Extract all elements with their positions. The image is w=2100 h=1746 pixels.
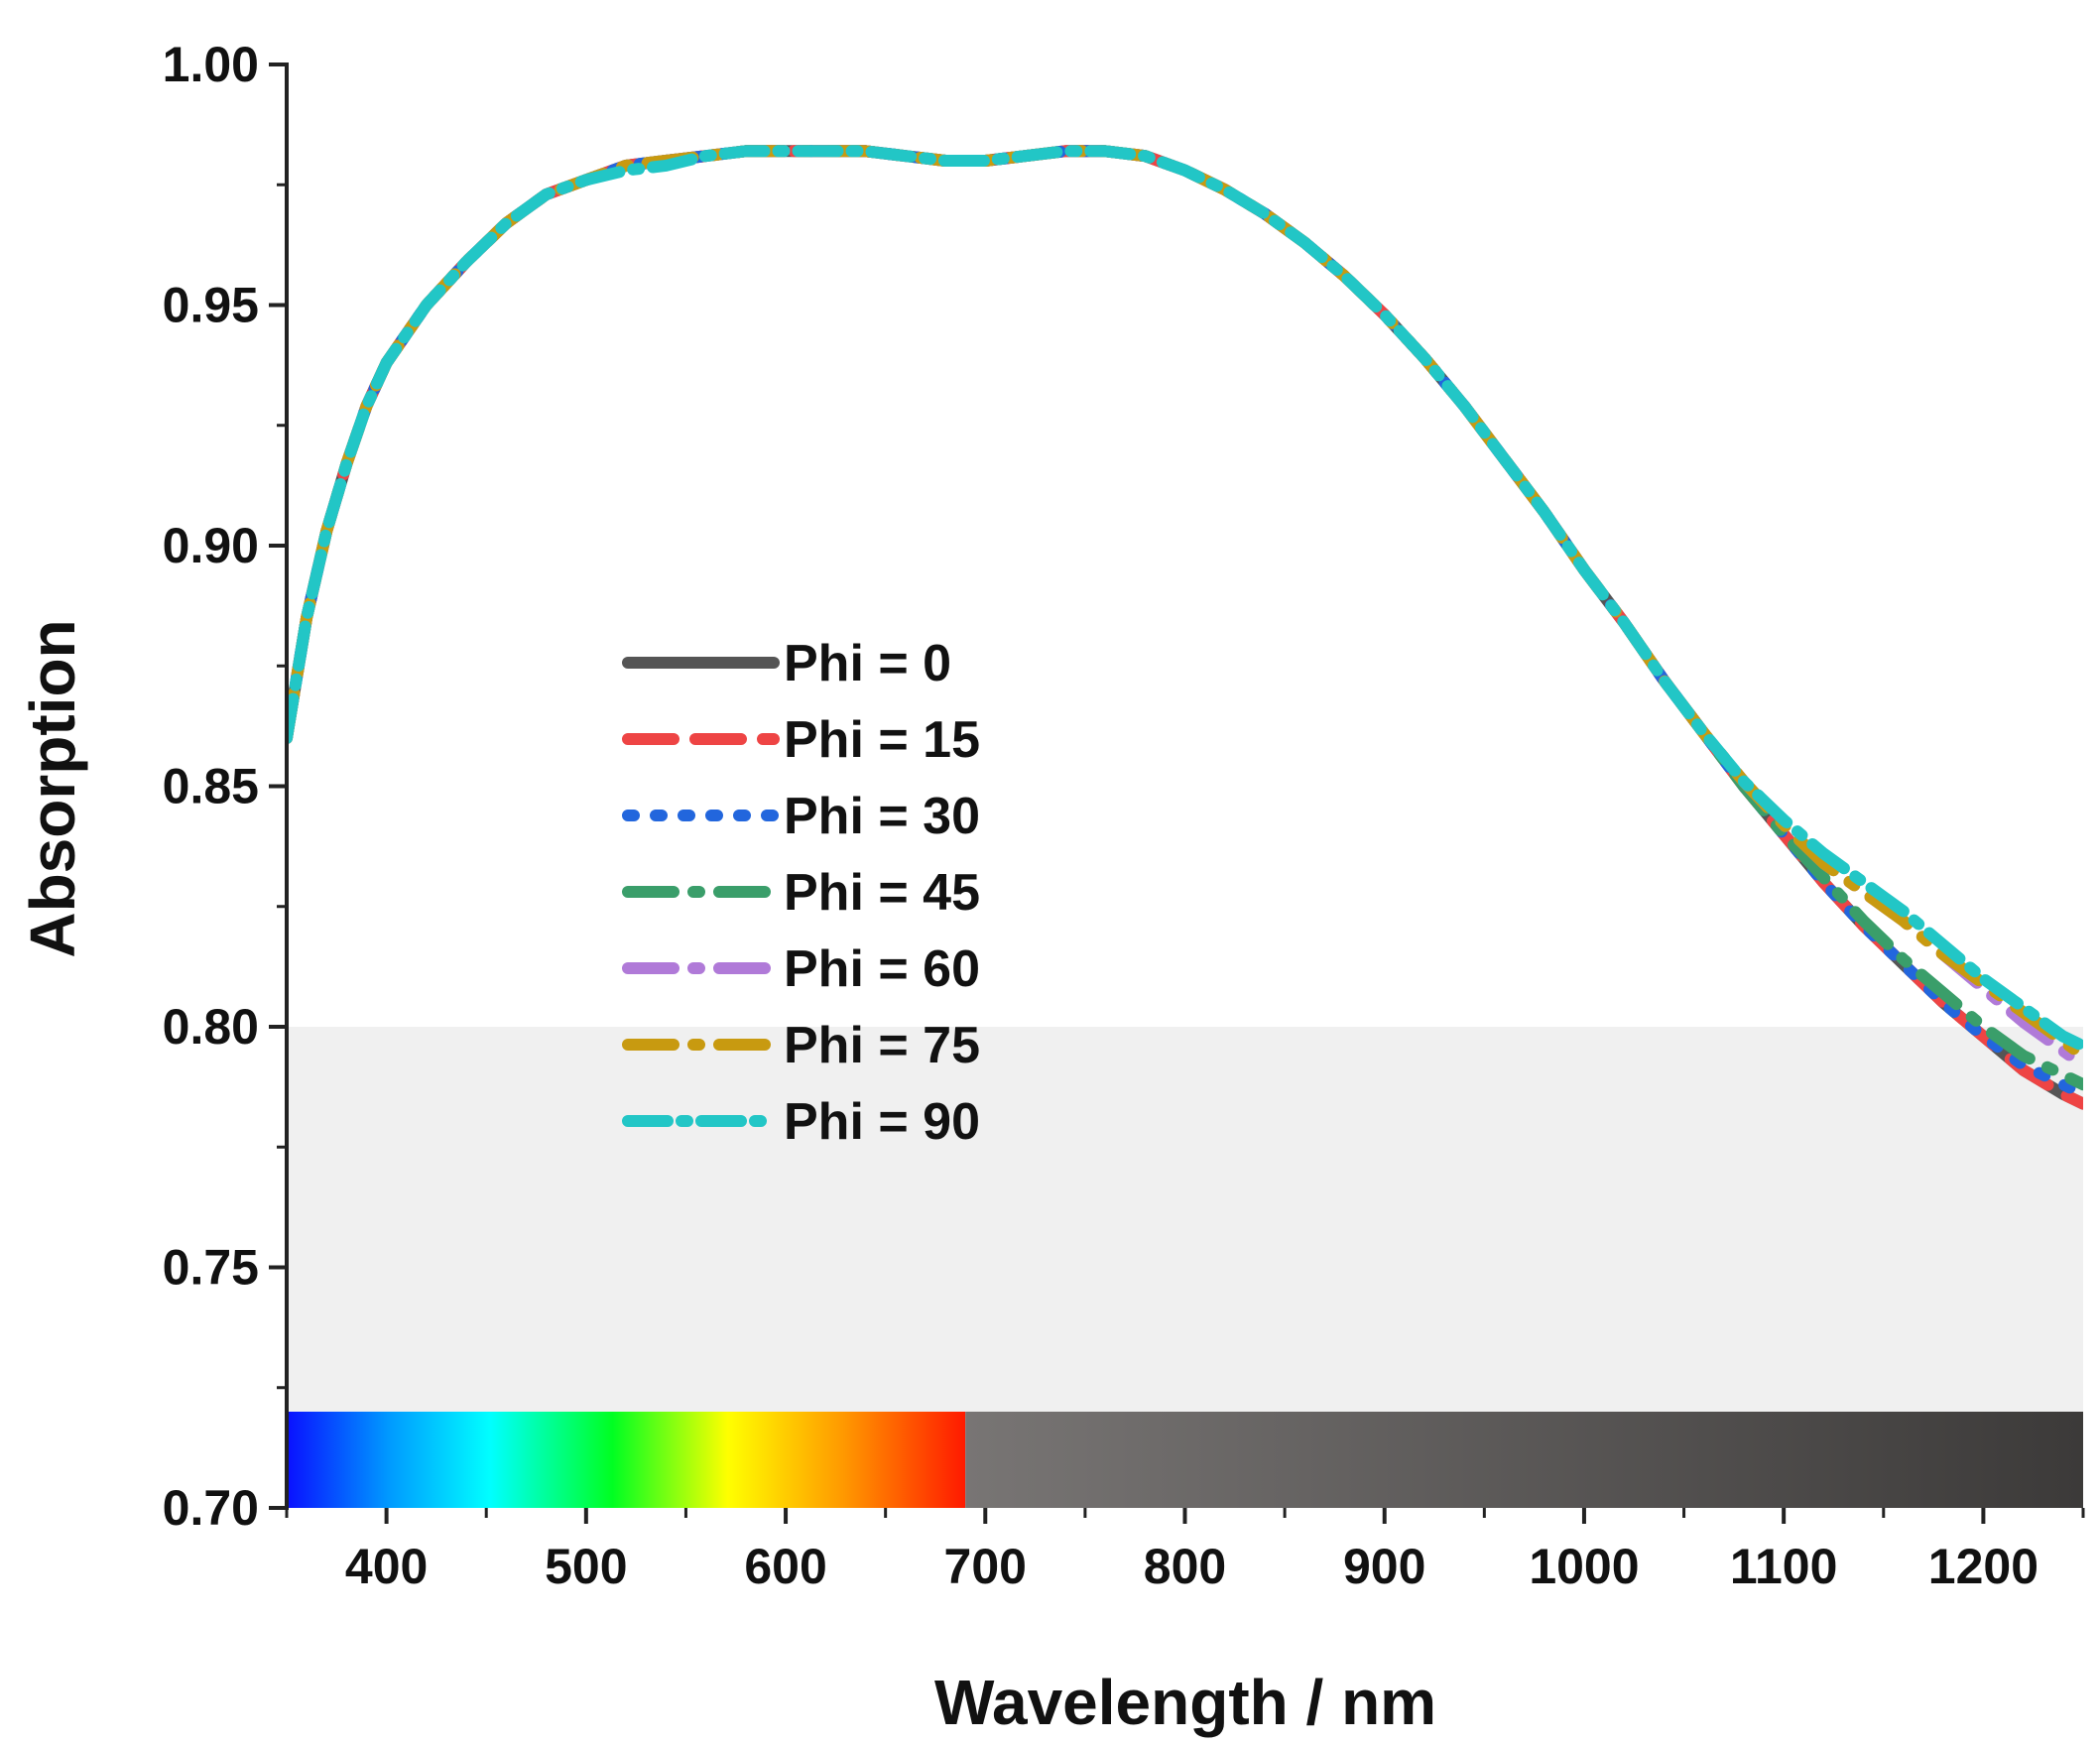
y-ticks: 0.70 0.75 0.80 0.85 0.90 0.95 1.00 bbox=[163, 37, 287, 1536]
legend-label: Phi = 75 bbox=[784, 1017, 980, 1074]
y-tick-label: 0.95 bbox=[163, 278, 259, 333]
series-line-phi-75 bbox=[287, 145, 2083, 1062]
legend: Phi = 0 Phi = 15 Phi = 30 Phi = 45 Phi = 60 P… bbox=[622, 635, 980, 1151]
series-line-phi-45 bbox=[287, 145, 2083, 1091]
legend-label: Phi = 90 bbox=[784, 1093, 980, 1151]
series-line-phi-30 bbox=[287, 145, 2083, 1100]
y-tick-label: 0.85 bbox=[163, 759, 259, 814]
x-tick-label: 800 bbox=[1144, 1539, 1226, 1594]
axes: 0.70 0.75 0.80 0.85 0.90 0.95 1.00 400 500 600 70… bbox=[163, 37, 2085, 1594]
legend-label: Phi = 15 bbox=[784, 711, 980, 769]
legend-label: Phi = 45 bbox=[784, 864, 980, 922]
y-tick-label: 0.75 bbox=[163, 1240, 259, 1296]
infrared-strip bbox=[965, 1412, 2084, 1508]
y-tick-label: 0.80 bbox=[163, 999, 259, 1055]
legend-label: Phi = 60 bbox=[784, 940, 980, 998]
x-tick-label: 600 bbox=[744, 1539, 826, 1594]
legend-label: Phi = 30 bbox=[784, 788, 980, 845]
y-tick-label: 0.70 bbox=[163, 1480, 259, 1536]
x-tick-label: 400 bbox=[345, 1539, 428, 1594]
x-tick-label: 500 bbox=[545, 1539, 627, 1594]
x-tick-label: 1200 bbox=[1928, 1539, 2038, 1594]
plot-background bbox=[287, 1027, 2084, 1508]
series-layer bbox=[287, 145, 2083, 1110]
y-axis-title: Absorption bbox=[17, 619, 88, 957]
x-tick-label: 1000 bbox=[1529, 1539, 1639, 1594]
legend-label: Phi = 0 bbox=[784, 635, 951, 692]
x-ticks: 400 500 600 700 800 900 1000 1100 1200 bbox=[285, 1508, 2085, 1594]
series-line-phi-60 bbox=[287, 145, 2083, 1071]
series-line-phi-15 bbox=[287, 145, 2083, 1110]
x-axis-title: Wavelength / nm bbox=[934, 1667, 1436, 1738]
x-tick-label: 900 bbox=[1343, 1539, 1425, 1594]
y-tick-label: 0.90 bbox=[163, 518, 259, 573]
x-tick-label: 700 bbox=[944, 1539, 1027, 1594]
y-tick-label: 1.00 bbox=[163, 37, 259, 92]
x-tick-label: 1100 bbox=[1730, 1539, 1837, 1594]
visible-spectrum-strip bbox=[287, 1412, 966, 1508]
series-line-phi-90 bbox=[287, 145, 2083, 1053]
shaded-band bbox=[287, 1027, 2083, 1412]
series-line-phi-0 bbox=[287, 145, 2083, 1110]
